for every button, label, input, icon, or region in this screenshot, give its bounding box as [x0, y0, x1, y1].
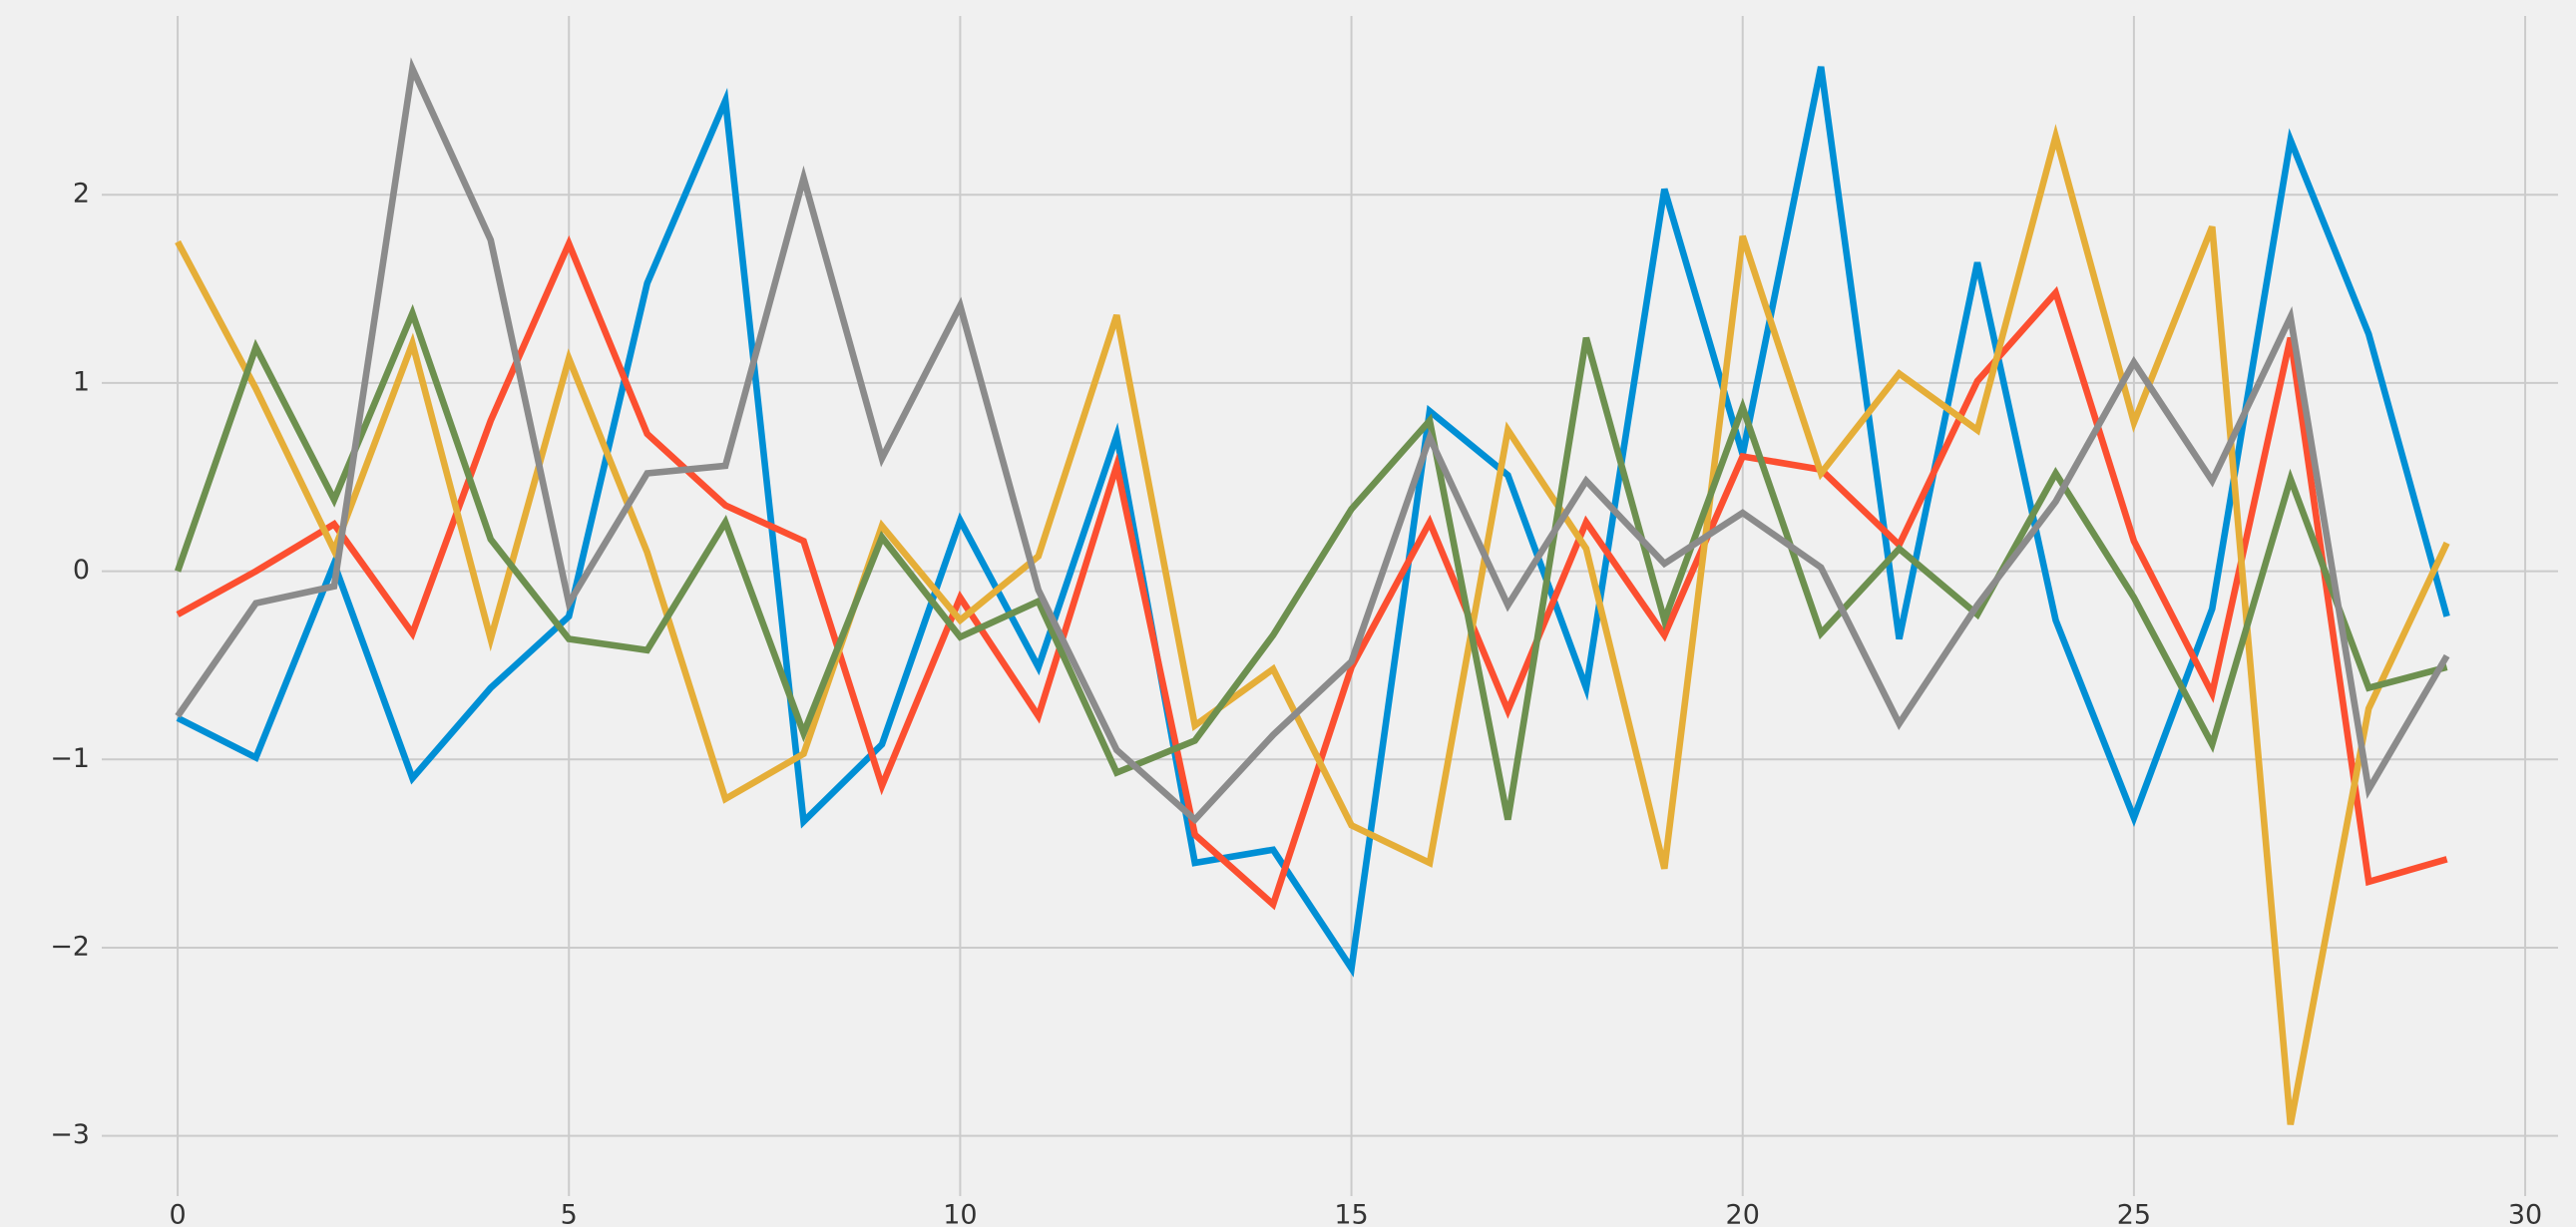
x-tick-label: 10	[943, 1200, 977, 1227]
x-tick-label: 5	[561, 1200, 578, 1227]
x-tick-label: 30	[2508, 1200, 2542, 1227]
series-line	[175, 124, 2450, 1125]
series-line	[176, 234, 2448, 911]
x-tick-label: 0	[169, 1200, 186, 1227]
y-tick-label: 0	[73, 555, 90, 586]
series-line	[174, 303, 2448, 821]
x-tick-label: 20	[1726, 1200, 1760, 1227]
y-tick-label: −3	[50, 1119, 90, 1150]
x-tick-label: 25	[2117, 1200, 2151, 1227]
y-tick-label: −2	[50, 931, 90, 962]
series-line	[175, 57, 2450, 825]
series-line	[176, 66, 2450, 978]
x-tick-label: 15	[1334, 1200, 1368, 1227]
y-tick-label: 2	[73, 179, 90, 209]
y-tick-label: 1	[73, 366, 90, 397]
y-tick-label: −1	[50, 743, 90, 774]
